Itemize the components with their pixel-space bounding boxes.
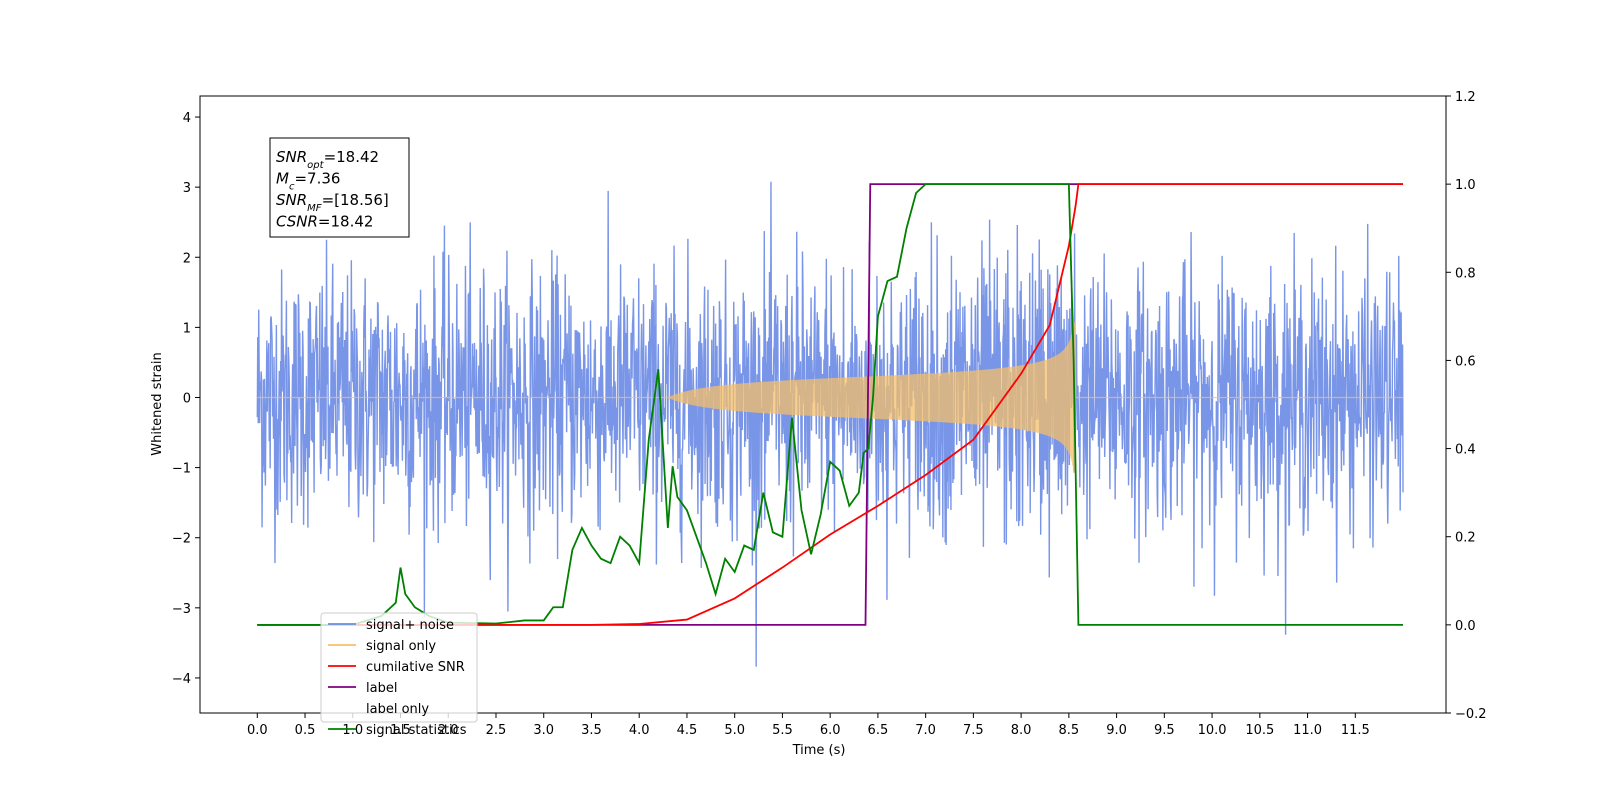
legend-entry: signal only <box>366 639 436 654</box>
y-right-tick-label: 1.0 <box>1455 178 1476 193</box>
x-tick-label: 8.5 <box>1059 723 1080 738</box>
x-tick-label: 1.5 <box>390 723 411 738</box>
legend-entry: label <box>366 681 397 696</box>
y-right-tick-label: 0.4 <box>1455 443 1476 458</box>
x-tick-label: 6.0 <box>820 723 841 738</box>
x-tick-label: 0.0 <box>247 723 268 738</box>
x-tick-label: 4.0 <box>629 723 650 738</box>
y-left-tick-label: −2 <box>172 532 191 547</box>
y-right-tick-label: 0.0 <box>1455 619 1476 634</box>
y-right-tick-label: 0.2 <box>1455 531 1476 546</box>
legend-entry: cumilative SNR <box>366 660 465 675</box>
info-box-frame <box>269 137 410 238</box>
y-left-tick-label: −4 <box>172 672 191 687</box>
legend-frame <box>320 612 478 723</box>
legend-entry: signal+ noise <box>366 618 454 633</box>
y-left-tick-label: −1 <box>172 462 191 477</box>
info-line: Mc=7.36 <box>276 170 340 193</box>
y-left-tick-label: 2 <box>183 251 191 266</box>
y-left-tick-label: 0 <box>183 391 191 406</box>
x-tick-label: 10.5 <box>1245 723 1274 738</box>
info-line: SNRopt=18.42 <box>276 148 379 171</box>
y-axis-left: 4 3 2 1 0 −1 −2 −3 −4 <box>172 111 200 687</box>
info-line: CSNR=18.42 <box>276 213 373 231</box>
x-tick-label: 11.0 <box>1293 723 1322 738</box>
x-tick-label: 2.5 <box>486 723 507 738</box>
series-signal-noise <box>256 181 1404 667</box>
y-right-tick-label: −0.2 <box>1455 707 1487 722</box>
x-tick-label: 8.0 <box>1011 723 1032 738</box>
x-tick-label: 7.0 <box>915 723 936 738</box>
legend-entry: label only <box>366 702 429 717</box>
y-axis-label-left: Whitened strain <box>150 352 165 455</box>
info-box: SNRopt=18.42Mc=7.36SNRMF=[18.56]CSNR=18.… <box>269 137 410 238</box>
y-right-tick-label: 0.6 <box>1455 354 1476 369</box>
x-tick-label: 3.0 <box>533 723 554 738</box>
series-cumulative-snr <box>257 183 1404 626</box>
y-left-tick-label: 1 <box>183 321 191 336</box>
x-tick-label: 2.0 <box>438 723 459 738</box>
plot-frame <box>199 95 1447 714</box>
info-line: SNRMF=[18.56] <box>276 191 389 214</box>
x-tick-label: 1.0 <box>342 723 363 738</box>
x-tick-label: 4.5 <box>677 723 698 738</box>
x-axis-label: Time (s) <box>792 743 846 758</box>
y-axis-right: 1.2 1.0 0.8 0.6 0.4 0.2 0.0 −0.2 <box>1446 90 1487 722</box>
y-left-tick-label: 4 <box>183 111 191 126</box>
x-axis: 0.0 0.5 1.0 1.5 2.0 2.5 3.0 3.5 4.0 4.5 5.0 5.5 6.0 6… <box>247 713 1370 738</box>
x-tick-label: 5.5 <box>772 723 793 738</box>
x-tick-label: 11.5 <box>1341 723 1370 738</box>
series-layer <box>256 181 1404 667</box>
x-tick-label: 10.0 <box>1198 723 1227 738</box>
x-tick-label: 5.0 <box>724 723 745 738</box>
series-signal-statistics <box>257 183 1404 626</box>
y-left-tick-label: 3 <box>183 181 191 196</box>
legend: signal+ noise signal only cumilative SNR la… <box>320 612 478 738</box>
x-tick-label: 7.5 <box>963 723 984 738</box>
x-tick-label: 9.0 <box>1106 723 1127 738</box>
series-signal-only <box>257 322 1404 473</box>
legend-entry: signal statistics <box>366 723 467 738</box>
x-tick-label: 3.5 <box>581 723 602 738</box>
x-tick-label: 9.5 <box>1154 723 1175 738</box>
y-right-tick-label: 0.8 <box>1455 266 1476 281</box>
x-tick-label: 6.5 <box>868 723 889 738</box>
x-tick-label: 0.5 <box>295 723 316 738</box>
y-right-tick-label: 1.2 <box>1455 90 1476 105</box>
y-left-tick-label: −3 <box>172 602 191 617</box>
